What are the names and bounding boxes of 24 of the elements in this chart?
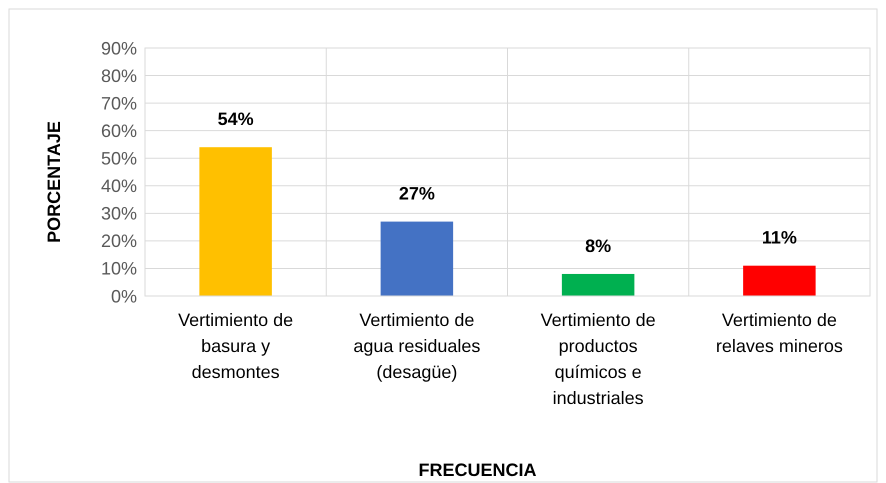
x-tick-label: Vertimiento de basura y desmontes <box>178 310 294 382</box>
data-label: 8% <box>585 236 612 256</box>
data-label: 54% <box>218 109 254 130</box>
x-tick-label: Vertimiento de agua residuales (desagüe) <box>353 310 480 382</box>
y-tick-label: 70% <box>100 93 137 114</box>
y-tick-label: 50% <box>100 148 137 169</box>
bar <box>380 222 454 296</box>
data-label: 11% <box>762 228 797 248</box>
bar <box>743 266 816 296</box>
y-tick-label: 80% <box>100 66 137 86</box>
y-axis-title: PORCENTAJE <box>44 121 64 243</box>
y-tick-label: 20% <box>100 231 137 252</box>
y-tick-label: 30% <box>100 204 137 224</box>
data-label: 27% <box>398 184 435 204</box>
y-tick-label: 10% <box>100 258 137 279</box>
x-axis-title: FRECUENCIA <box>418 460 537 480</box>
bar <box>199 147 272 296</box>
x-tick-label: Vertimiento de productos químicos e industriales <box>540 310 656 408</box>
y-tick-label: 40% <box>100 176 137 196</box>
y-tick-label: 90% <box>100 38 137 58</box>
bar <box>562 274 634 296</box>
y-tick-label: 0% <box>110 286 137 306</box>
x-tick-label: Vertimiento de relaves mineros <box>716 310 843 356</box>
y-tick-label: 60% <box>100 120 137 141</box>
